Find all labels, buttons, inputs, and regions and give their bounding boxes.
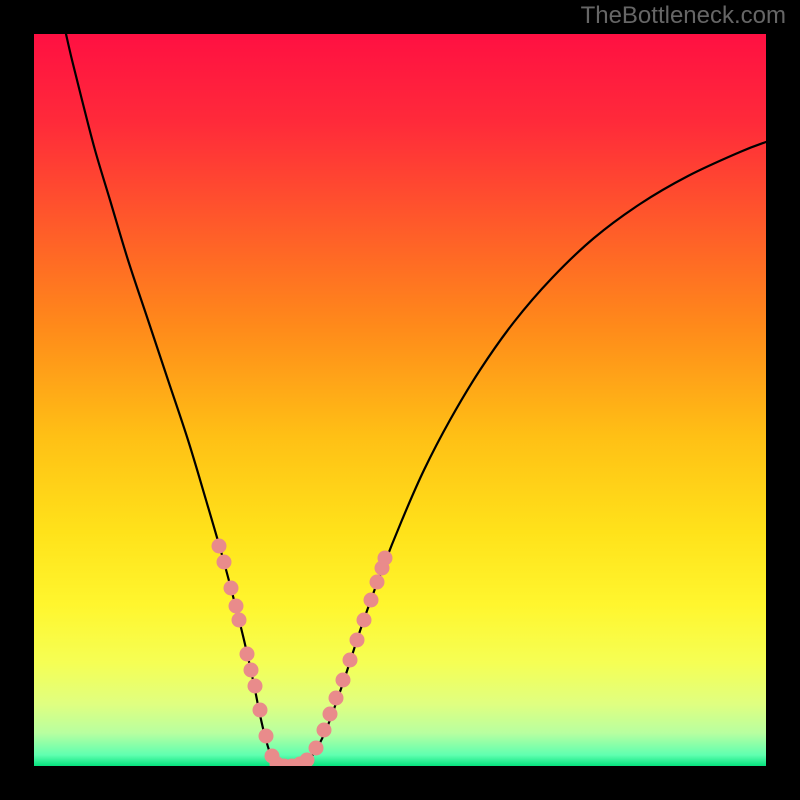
data-marker [224,581,239,596]
data-marker [370,575,385,590]
data-marker [229,599,244,614]
watermark-text: TheBottleneck.com [581,2,786,30]
data-marker [309,741,324,756]
data-marker [364,593,379,608]
data-marker [232,613,247,628]
chart-svg [0,0,800,800]
data-marker [253,703,268,718]
data-marker [259,729,274,744]
data-marker [378,551,393,566]
data-marker [217,555,232,570]
data-marker [212,539,227,554]
gradient-background [34,34,766,766]
data-marker [300,753,315,768]
data-marker [244,663,259,678]
data-marker [357,613,372,628]
data-marker [343,653,358,668]
data-marker [248,679,263,694]
data-marker [329,691,344,706]
data-marker [317,723,332,738]
data-marker [336,673,351,688]
data-marker [240,647,255,662]
data-marker [350,633,365,648]
data-marker [323,707,338,722]
